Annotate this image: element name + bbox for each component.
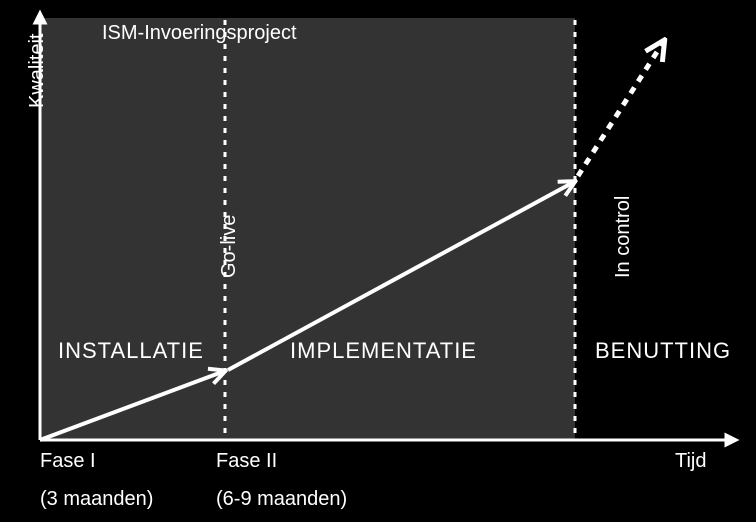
phase-label-implementatie: IMPLEMENTATIE xyxy=(290,338,477,364)
phase-label-benutting: BENUTTING xyxy=(595,338,731,364)
divider-label-incontrol: In control xyxy=(612,196,635,278)
x-tick-fase2: Fase II xyxy=(216,450,277,473)
project-title: ISM-Invoeringsproject xyxy=(102,22,297,45)
x-axis-label: Tijd xyxy=(675,450,706,473)
x-tick-fase2-sub: (6-9 maanden) xyxy=(216,488,347,511)
divider-label-golive: Go-live xyxy=(218,215,241,278)
phase-label-installatie: INSTALLATIE xyxy=(58,338,204,364)
project-region xyxy=(40,18,575,440)
y-axis-label: Kwaliteit xyxy=(26,34,49,108)
progress-seg-3 xyxy=(578,44,662,176)
x-tick-fase1: Fase I xyxy=(40,450,96,473)
x-tick-fase1-sub: (3 maanden) xyxy=(40,488,153,511)
